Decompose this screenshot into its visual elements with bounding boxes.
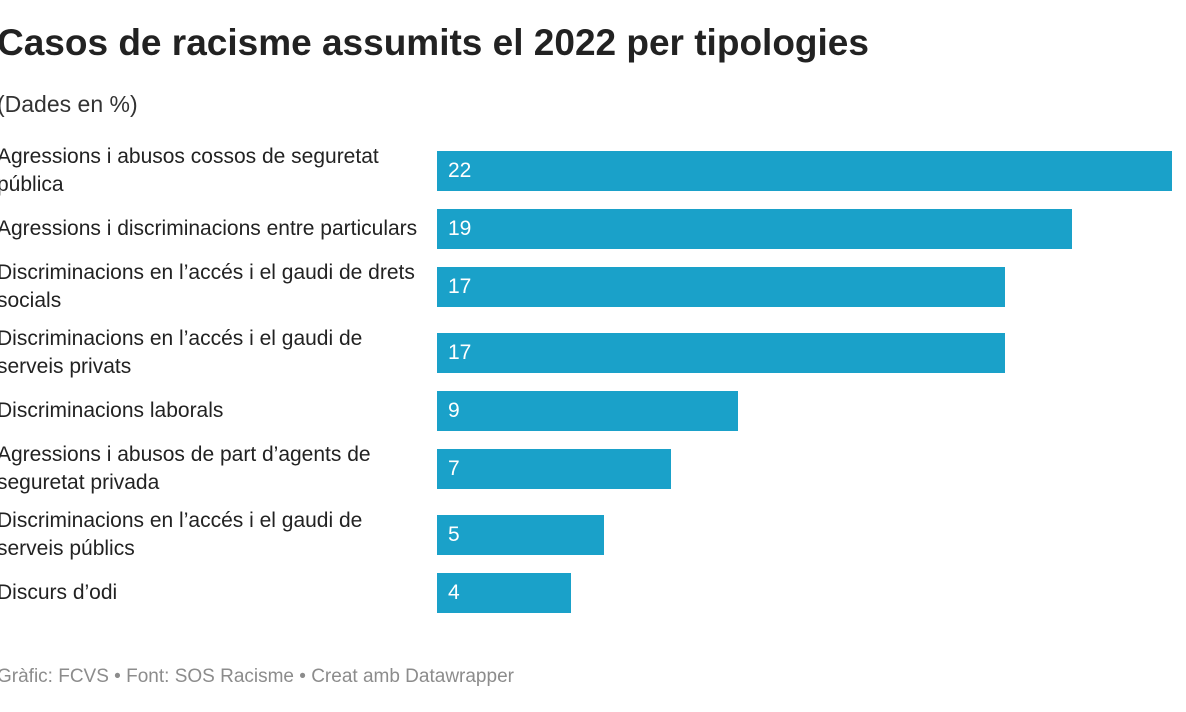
bar-track: 7 xyxy=(437,449,1172,489)
bar-row: Agressions i discriminacions entre parti… xyxy=(0,209,1186,249)
category-label: Agressions i abusos cossos de seguretat … xyxy=(0,145,379,196)
value-label: 17 xyxy=(448,341,472,364)
bar xyxy=(437,151,1172,191)
bar-row: Discriminacions en l’accés i el gaudi de… xyxy=(0,507,1186,563)
bar-row: Discriminacions laborals 9 xyxy=(0,391,1186,431)
bar-row: Agressions i abusos cossos de seguretat … xyxy=(0,143,1186,199)
bar xyxy=(437,209,1072,249)
bar-track: 19 xyxy=(437,209,1172,249)
footer: Gràfic: FCVS • Font: SOS Racisme • Creat… xyxy=(0,666,514,687)
bar-track: 17 xyxy=(437,267,1172,307)
bar xyxy=(437,573,571,613)
value-label: 22 xyxy=(448,159,472,182)
bar xyxy=(437,267,1005,307)
bar xyxy=(437,515,605,555)
bar xyxy=(437,449,671,489)
category-label: Agressions i abusos de part d’agents de … xyxy=(0,443,371,494)
bar-track: 22 xyxy=(437,151,1172,191)
bar-track: 5 xyxy=(437,515,1172,555)
bar xyxy=(437,391,738,431)
chart-subtitle: (Dades en %) xyxy=(0,91,138,117)
bar-row: Agressions i abusos de part d’agents de … xyxy=(0,441,1186,497)
category-label: Discriminacions laborals xyxy=(0,399,224,422)
value-label: 4 xyxy=(448,581,460,604)
bar-track: 17 xyxy=(437,333,1172,373)
category-label: Agressions i discriminacions entre parti… xyxy=(0,217,418,240)
value-label: 19 xyxy=(448,217,472,240)
category-label: Discriminacions en l’accés i el gaudi de… xyxy=(0,327,363,378)
bar-track: 4 xyxy=(437,573,1172,613)
value-label: 7 xyxy=(448,457,460,480)
category-label: Discriminacions en l’accés i el gaudi de… xyxy=(0,509,363,560)
bar-row: Discurs d’odi 4 xyxy=(0,573,1186,613)
bar-row: Discriminacions en l’accés i el gaudi de… xyxy=(0,259,1186,315)
value-label: 5 xyxy=(448,523,460,546)
value-label: 17 xyxy=(448,275,472,298)
category-label: Discriminacions en l’accés i el gaudi de… xyxy=(0,261,415,312)
bar xyxy=(437,333,1005,373)
chart-title: Casos de racisme assumits el 2022 per ti… xyxy=(0,22,869,63)
category-label: Discurs d’odi xyxy=(0,581,118,604)
bar-row: Discriminacions en l’accés i el gaudi de… xyxy=(0,325,1186,381)
bar-track: 9 xyxy=(437,391,1172,431)
bar-rows: Agressions i abusos cossos de seguretat … xyxy=(0,143,1186,613)
value-label: 9 xyxy=(448,399,460,422)
